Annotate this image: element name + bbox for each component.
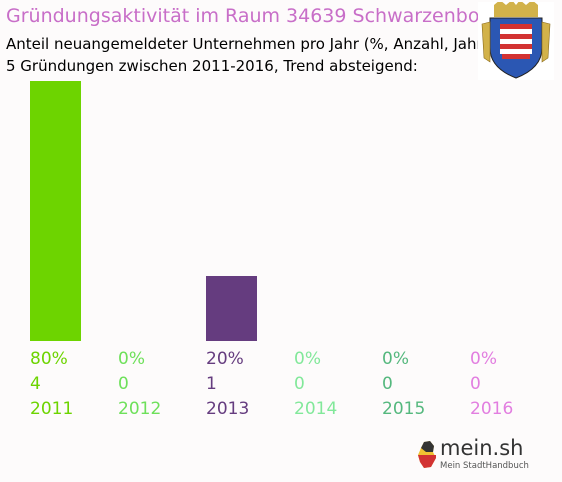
year-label-2012: 2012 bbox=[118, 399, 161, 419]
chart-subtitle-summary: 5 Gründungen zwischen 2011-2016, Trend a… bbox=[6, 57, 418, 75]
bar-2013 bbox=[206, 276, 257, 341]
percent-label-2012: 0% bbox=[118, 349, 145, 369]
mein-sh-logo: mein.sh Mein StadtHandbuch bbox=[416, 436, 536, 476]
chart-title: Gründungsaktivität im Raum 34639 Schwarz… bbox=[6, 5, 499, 27]
count-label-2015: 0 bbox=[382, 374, 393, 394]
year-label-2013: 2013 bbox=[206, 399, 249, 419]
percent-label-2011: 80% bbox=[30, 349, 68, 369]
chart-subtitle-description: Anteil neuangemeldeter Unternehmen pro J… bbox=[6, 35, 489, 53]
germany-map-icon bbox=[418, 441, 436, 468]
percent-label-2014: 0% bbox=[294, 349, 321, 369]
year-label-2014: 2014 bbox=[294, 399, 337, 419]
year-label-2016: 2016 bbox=[470, 399, 513, 419]
count-label-2012: 0 bbox=[118, 374, 129, 394]
hesse-coat-of-arms-icon bbox=[478, 2, 554, 80]
logo-subtext: Mein StadtHandbuch bbox=[440, 461, 529, 471]
year-label-2011: 2011 bbox=[30, 399, 73, 419]
percent-label-2016: 0% bbox=[470, 349, 497, 369]
count-label-2016: 0 bbox=[470, 374, 481, 394]
percent-label-2015: 0% bbox=[382, 349, 409, 369]
count-label-2011: 4 bbox=[30, 374, 41, 394]
count-label-2014: 0 bbox=[294, 374, 305, 394]
percent-label-2013: 20% bbox=[206, 349, 244, 369]
logo-text: mein.sh bbox=[440, 436, 524, 460]
count-label-2013: 1 bbox=[206, 374, 217, 394]
year-label-2015: 2015 bbox=[382, 399, 425, 419]
bar-2011 bbox=[30, 81, 81, 341]
